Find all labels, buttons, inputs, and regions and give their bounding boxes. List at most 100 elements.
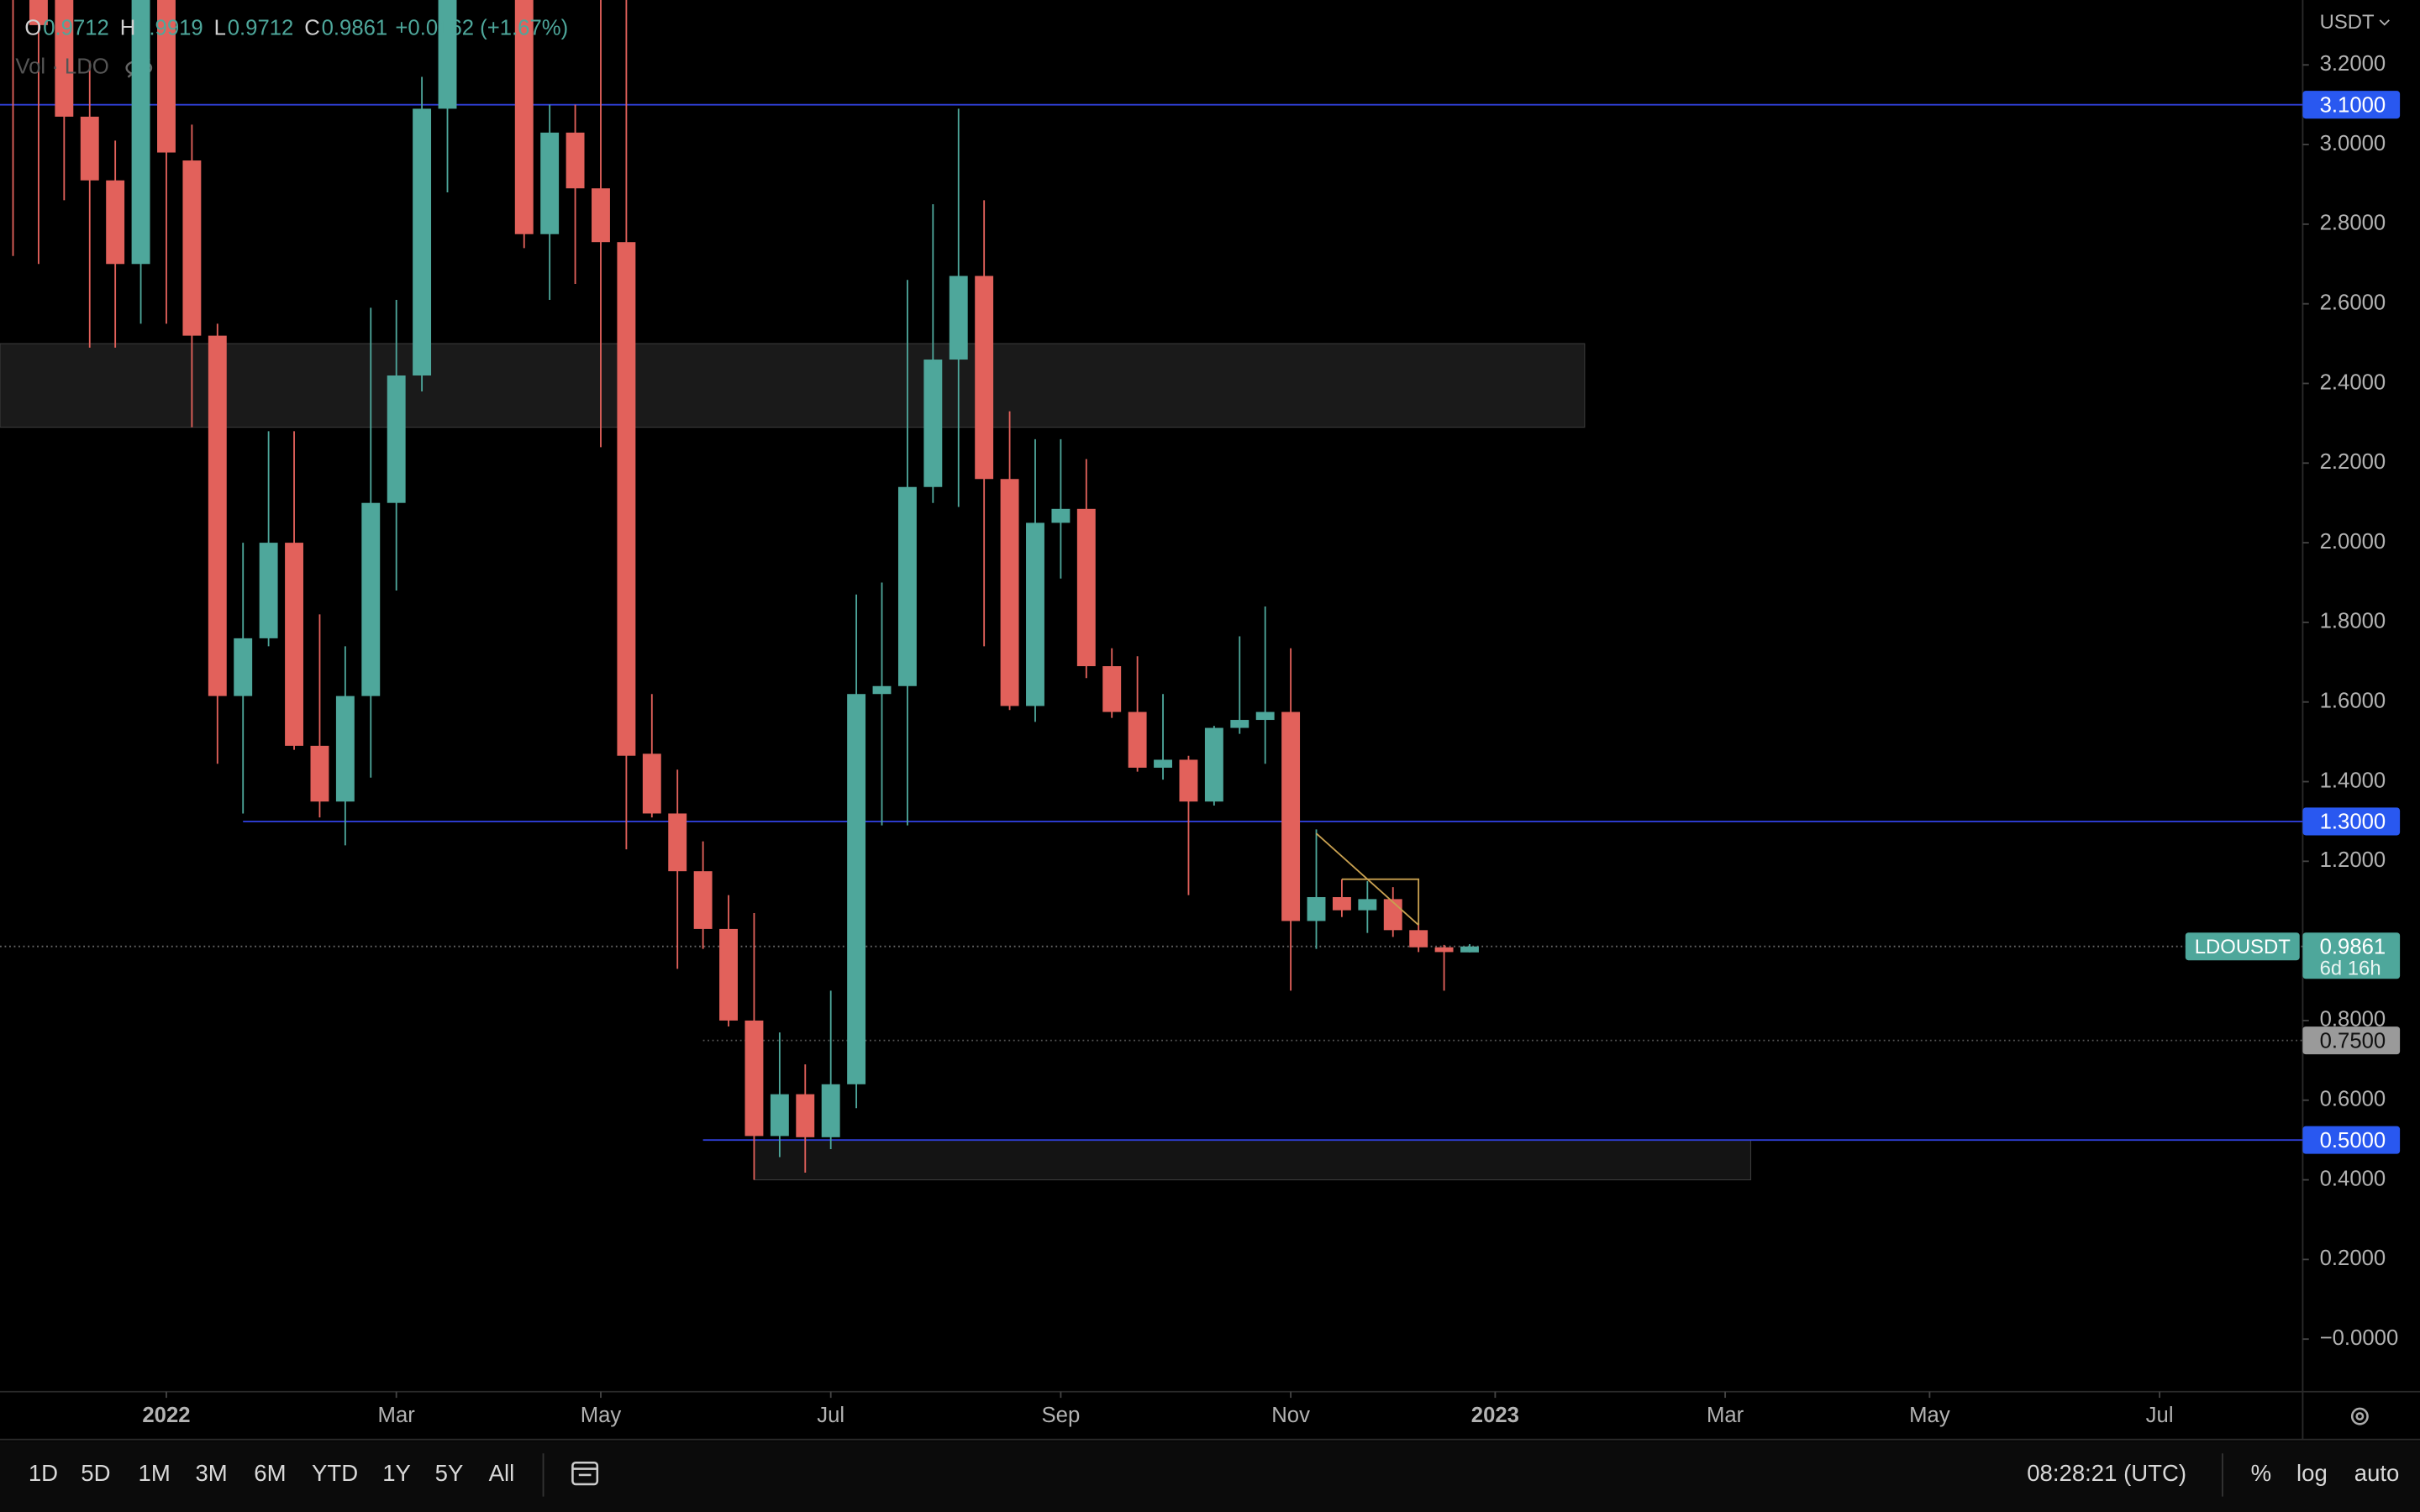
y-tick-label: 1.8000 — [2320, 610, 2386, 633]
price-line-tag: 0.7500 — [2320, 1029, 2386, 1053]
candle-body — [540, 132, 560, 234]
range-button[interactable]: 5Y — [435, 1460, 464, 1486]
y-tick-label: 1.4000 — [2320, 769, 2386, 792]
candle-body — [668, 813, 687, 872]
x-tick-label: Mar — [1707, 1404, 1744, 1427]
y-tick-label: 2.4000 — [2320, 370, 2386, 394]
candle-body — [1204, 727, 1223, 802]
candle-body — [617, 242, 636, 756]
candle-body — [335, 696, 355, 802]
price-line-tag-bg — [2302, 1126, 2401, 1154]
candle-body — [897, 486, 917, 686]
settings-icon[interactable] — [2350, 1407, 2369, 1425]
candle-body — [1154, 759, 1172, 768]
candle-body — [1179, 759, 1198, 802]
y-tick-label: −0.0000 — [2320, 1326, 2399, 1350]
y-tick-label: 3.0000 — [2320, 132, 2386, 155]
change: +0.0162 (+1.67%) — [395, 17, 568, 40]
candle-body — [1281, 711, 1301, 921]
price-line-tag: 0.5000 — [2320, 1129, 2386, 1152]
candle-body — [106, 180, 125, 265]
candle-body — [1255, 711, 1275, 721]
last-price-label: 0.9861 — [2320, 935, 2386, 958]
x-tick-label: Nov — [1271, 1404, 1310, 1427]
price-line-tag-bg — [2302, 807, 2401, 836]
candle-body — [796, 1094, 815, 1137]
x-tick-label: Sep — [1042, 1404, 1081, 1427]
ohlc-value: 0.9712 — [43, 17, 109, 40]
range-button[interactable]: 6M — [254, 1460, 286, 1486]
candle-body — [1051, 508, 1071, 523]
y-tick-label: 1.6000 — [2320, 690, 2386, 713]
candle-body — [872, 685, 892, 695]
candle-body — [310, 745, 329, 802]
scale-mode-button[interactable]: auto — [2354, 1460, 2400, 1486]
range-button[interactable]: All — [489, 1460, 515, 1486]
candle-body — [1460, 946, 1479, 953]
candle-body — [259, 543, 278, 638]
plot — [0, 0, 2303, 1181]
price-line-tag-bg — [2302, 91, 2401, 119]
candle-body — [1383, 899, 1402, 931]
x-tick-label: Mar — [378, 1404, 416, 1427]
candle-body — [1128, 711, 1147, 768]
calendar-icon[interactable] — [571, 1461, 599, 1486]
range-button[interactable]: 1D — [29, 1460, 58, 1486]
candle-body — [1230, 720, 1249, 728]
candle-body — [234, 638, 253, 696]
x-tick-label: May — [1909, 1404, 1950, 1427]
candle-body — [361, 502, 381, 696]
candle-body — [55, 0, 74, 117]
currency-caret — [2379, 19, 2390, 26]
candle-body — [182, 160, 202, 336]
candle-body — [387, 375, 406, 503]
candle-body — [744, 1020, 764, 1137]
candle-body — [1076, 508, 1096, 667]
candle-body — [923, 360, 943, 487]
candle-body — [949, 276, 968, 360]
x-tick-label: Jul — [817, 1404, 844, 1427]
range-button[interactable]: YTD — [312, 1460, 358, 1486]
y-tick-label: 1.2000 — [2320, 848, 2386, 872]
price-line-tag: 1.3000 — [2320, 811, 2386, 834]
y-tick-label: 0.2000 — [2320, 1247, 2386, 1270]
bracket-drawing — [1341, 878, 1420, 926]
price-line-tag-bg — [2302, 1026, 2401, 1055]
scale-mode-button[interactable]: log — [2296, 1460, 2328, 1486]
candle-body — [1102, 666, 1122, 712]
y-tick-label: 2.8000 — [2320, 212, 2386, 235]
x-tick-label: Jul — [2146, 1404, 2174, 1427]
y-tick-label: 2.6000 — [2320, 291, 2386, 314]
range-button[interactable]: 3M — [195, 1460, 227, 1486]
currency-selector[interactable]: USDT — [2320, 11, 2375, 34]
y-tick-label: 0.6000 — [2320, 1088, 2386, 1111]
range-button[interactable]: 1Y — [382, 1460, 411, 1486]
x-tick-label: 2022 — [142, 1404, 190, 1427]
candle-body — [157, 0, 176, 153]
price-line-tag: 3.1000 — [2320, 93, 2386, 117]
countdown: 6d 16h — [2320, 958, 2381, 980]
scale-mode-button[interactable]: % — [2251, 1460, 2272, 1486]
candle-body — [1026, 522, 1044, 706]
candle-body — [642, 753, 661, 814]
candle-body — [1358, 899, 1377, 911]
y-tick-label: 0.4000 — [2320, 1167, 2386, 1190]
range-button[interactable]: 1M — [139, 1460, 171, 1486]
ohlc-value: 0.9919 — [137, 17, 203, 40]
ohlc-label: C — [304, 17, 320, 40]
candle-body — [514, 0, 534, 234]
candle-body — [1307, 896, 1326, 921]
range-button[interactable]: 5D — [81, 1460, 110, 1486]
candle-body — [1409, 930, 1428, 948]
candle-body — [566, 132, 585, 189]
y-tick-label: 2.2000 — [2320, 450, 2386, 474]
ohlc-value: 0.9712 — [228, 17, 294, 40]
candle-body — [592, 188, 610, 243]
ohlc-label: L — [214, 17, 226, 40]
candle-body — [693, 871, 713, 929]
symbol-tag: LDOUSDT — [2195, 936, 2291, 958]
candle-body — [29, 0, 48, 25]
symbol-tag-bg — [2185, 932, 2300, 961]
